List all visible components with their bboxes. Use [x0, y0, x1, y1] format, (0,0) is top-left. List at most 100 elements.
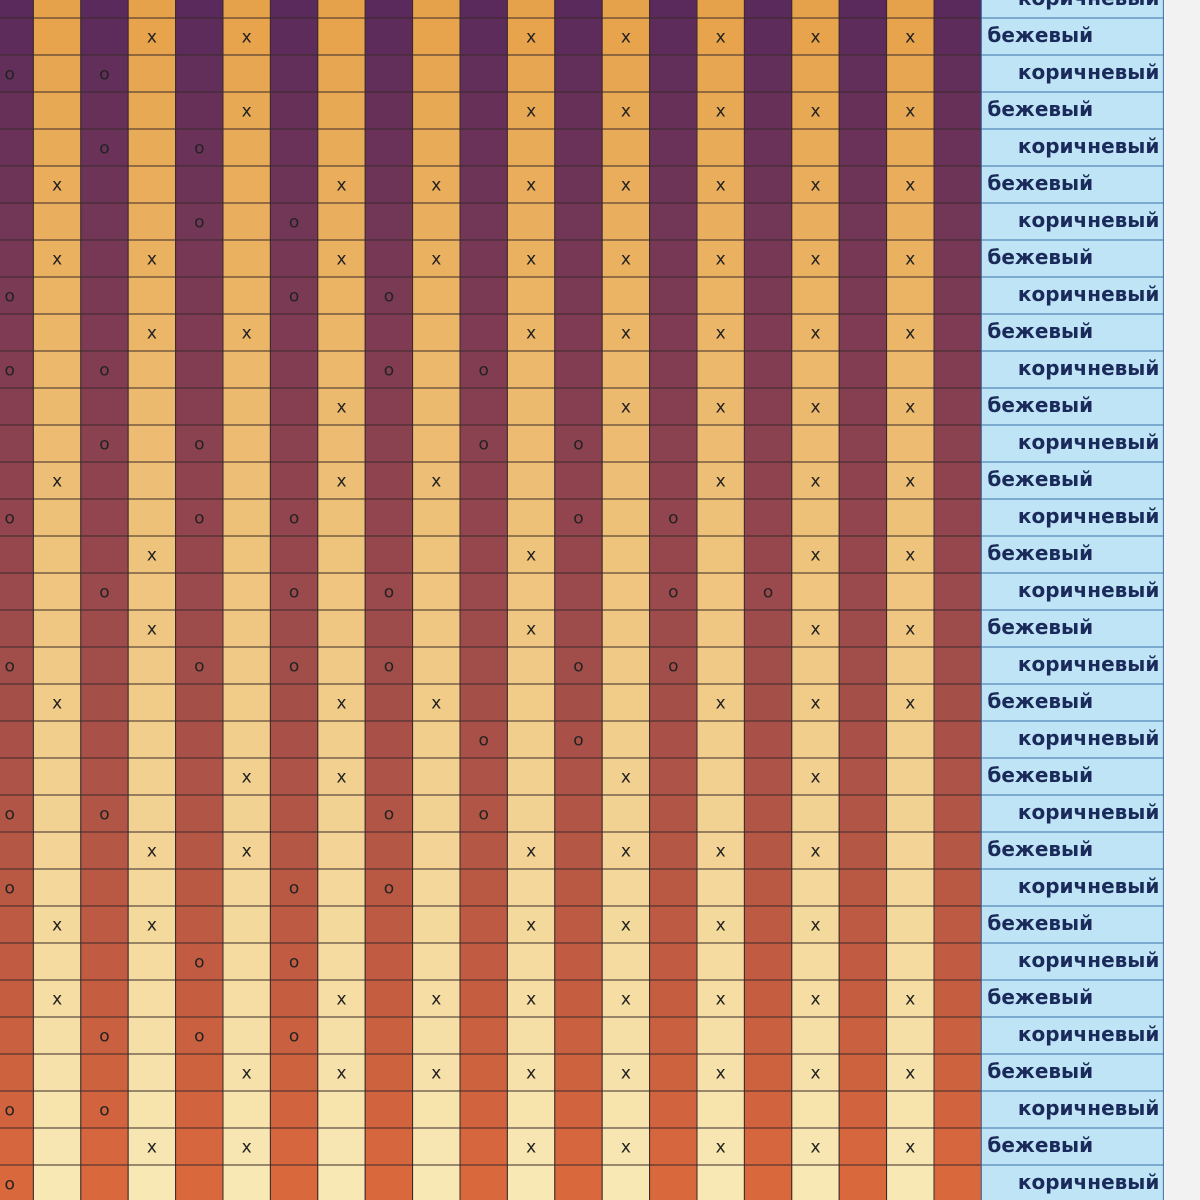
cell-mark: x: [526, 620, 536, 640]
cell: [127, 387, 177, 426]
cell: [412, 942, 461, 981]
cell: [222, 1164, 271, 1200]
cell: [317, 757, 366, 796]
cell: [412, 757, 461, 796]
cell-mark: x: [621, 250, 631, 270]
cell: [412, 17, 461, 56]
cell: [459, 350, 508, 389]
cell: [601, 1164, 651, 1200]
cell: [791, 350, 840, 389]
cell: [506, 1164, 556, 1200]
label-cell: [980, 239, 1164, 278]
cell: [269, 868, 319, 907]
cell: [743, 683, 793, 722]
cell: [222, 0, 271, 19]
cell: [554, 1053, 603, 1092]
cell: [412, 1127, 461, 1166]
label-cell: [980, 350, 1164, 389]
cell: [127, 1164, 177, 1200]
cell-mark: x: [810, 842, 820, 862]
cell: [649, 1127, 698, 1166]
cell-mark: x: [242, 842, 252, 862]
cell: [506, 54, 556, 93]
cell-mark: x: [621, 768, 631, 788]
cell: [791, 1127, 840, 1166]
cell: [791, 1164, 840, 1200]
cell: [886, 794, 935, 833]
cell-mark: x: [905, 28, 915, 48]
cell: [222, 942, 271, 981]
cell-mark: x: [810, 102, 820, 122]
cell-mark: o: [289, 953, 299, 973]
cell-mark: x: [147, 28, 157, 48]
cell-mark: o: [668, 583, 678, 603]
cell: [269, 609, 319, 648]
cell: [554, 202, 603, 241]
cell: [791, 202, 840, 241]
cell: [80, 128, 129, 167]
cell-mark: o: [478, 361, 488, 381]
cell: [459, 609, 508, 648]
row-label: коричневый: [1018, 208, 1160, 232]
cell: [32, 0, 82, 19]
cell: [838, 831, 888, 870]
cell: [459, 868, 508, 907]
cell: [80, 424, 129, 463]
cell: [80, 1053, 129, 1092]
cell: [743, 942, 793, 981]
cell: [649, 757, 698, 796]
cell-mark: x: [810, 398, 820, 418]
cell: [791, 54, 840, 93]
cell-mark: x: [810, 28, 820, 48]
cell: [412, 1090, 461, 1129]
cell: [554, 831, 603, 870]
cell: [554, 942, 603, 981]
cell-mark: o: [384, 583, 394, 603]
cell: [364, 1016, 414, 1055]
cell: [0, 239, 34, 278]
cell-mark: x: [716, 250, 726, 270]
cell: [791, 794, 840, 833]
cell: [601, 276, 651, 315]
cell: [412, 609, 461, 648]
cell: [601, 239, 651, 278]
cell: [838, 794, 888, 833]
cell: [601, 350, 651, 389]
cell: [649, 54, 698, 93]
cell: [32, 276, 82, 315]
cell: [696, 128, 745, 167]
cell: [175, 0, 224, 19]
cell: [412, 646, 461, 685]
cell: [364, 54, 414, 93]
cell-mark: x: [810, 176, 820, 196]
cell: [791, 757, 840, 796]
cell-mark: o: [4, 509, 14, 529]
cell: [459, 646, 508, 685]
cell: [601, 683, 651, 722]
label-cell: [980, 942, 1164, 981]
cell: [838, 572, 888, 611]
cell: [791, 276, 840, 315]
cell: [838, 128, 888, 167]
label-cell: [980, 831, 1164, 870]
cell: [696, 979, 745, 1018]
background: [1166, 0, 1200, 1200]
cell: [80, 165, 129, 204]
cell: [601, 387, 651, 426]
cell: [0, 165, 34, 204]
cell: [364, 757, 414, 796]
cell: [222, 646, 271, 685]
cell: [127, 424, 177, 463]
cell: [459, 535, 508, 574]
cell: [412, 239, 461, 278]
cell: [838, 387, 888, 426]
cell: [506, 794, 556, 833]
cell: [80, 905, 129, 944]
cell: [317, 202, 366, 241]
cell: [601, 831, 651, 870]
cell: [269, 683, 319, 722]
cell: [0, 572, 34, 611]
cell: [127, 1053, 177, 1092]
cell: [649, 165, 698, 204]
cell: [933, 535, 982, 574]
